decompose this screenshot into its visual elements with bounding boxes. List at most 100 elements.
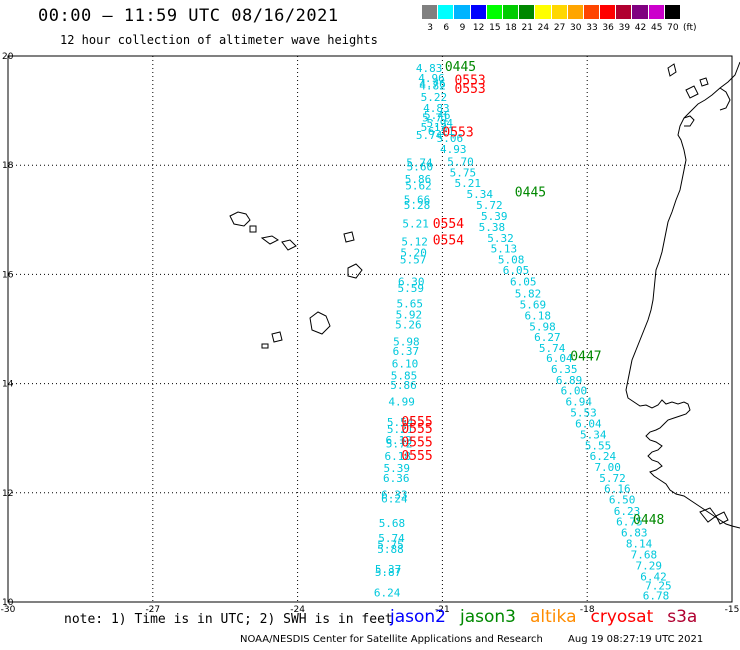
- scale-swatch: 30: [567, 5, 584, 33]
- scale-swatch-color: [454, 5, 471, 19]
- swh-value: 5.71: [422, 112, 449, 125]
- swh-value: 5.98: [393, 336, 420, 349]
- coastline: [229, 61, 740, 529]
- swh-value: 8.14: [626, 538, 653, 551]
- scale-swatch-label: 42: [634, 23, 647, 33]
- swh-value: 5.82: [515, 288, 542, 301]
- swh-value: 5.06: [437, 132, 464, 145]
- footer-timestamp: Aug 19 08:27:19 UTC 2021: [568, 634, 704, 645]
- satellite-legend-item: s3a: [667, 607, 698, 627]
- scale-swatch-label: 15: [489, 23, 501, 33]
- pass-time-label: 0445: [515, 186, 546, 201]
- swh-value: 6.75: [616, 516, 643, 529]
- swh-value: 4.93: [440, 143, 467, 156]
- swh-value: 5.21: [402, 218, 429, 231]
- swh-value: 5.69: [520, 298, 547, 311]
- pass-time-label: 0555: [401, 415, 432, 430]
- x-tick-label: -27: [145, 605, 160, 615]
- swh-value: 6.36: [383, 472, 410, 485]
- footer: NOAA/NESDIS Center for Satellite Applica…: [240, 634, 703, 645]
- swh-value: 7.00: [594, 461, 621, 474]
- swh-value: 6.23: [614, 505, 641, 518]
- swh-value: 4.99: [388, 396, 415, 409]
- swh-value: 6.00: [561, 385, 588, 398]
- pass-time-label: 0553: [442, 125, 473, 140]
- swh-value: 6.27: [534, 331, 561, 344]
- pass-time-label: 0447: [570, 349, 601, 364]
- swh-value: 5.28: [404, 199, 431, 212]
- swh-value: 5.08: [498, 254, 525, 267]
- swh-value: 5.39: [384, 462, 411, 475]
- satellite-legend-item: jason3: [460, 607, 516, 627]
- swh-value: 7.25: [645, 580, 672, 593]
- swh-value: 6.18: [524, 309, 551, 322]
- swh-value: 5.38: [479, 221, 506, 234]
- west-africa-coast: [625, 61, 740, 529]
- swh-value: 6.24: [374, 587, 401, 600]
- scale-swatch: 27: [551, 5, 568, 33]
- swh-value: 6.18: [384, 450, 411, 463]
- swh-value: 5.87: [375, 566, 402, 579]
- swh-value: 5.86: [405, 173, 432, 186]
- cape-verde-santo-antao: [229, 211, 251, 227]
- scale-swatch: 39: [616, 5, 633, 33]
- swh-value: 5.53: [570, 407, 597, 420]
- swh-value: 5.20: [400, 247, 427, 260]
- swh-value: 5.86: [390, 379, 417, 392]
- swh-value: 5.68: [379, 517, 406, 530]
- map-note: note: 1) Time is in UTC; 2) SWH is in fe…: [64, 612, 393, 627]
- scale-swatch-color: [486, 5, 503, 19]
- x-tick-label: -21: [435, 605, 450, 615]
- pass-time-label: 0555: [401, 449, 432, 464]
- scale-swatch-color: [616, 5, 633, 19]
- scale-swatch-label: 9: [459, 23, 466, 33]
- scale-swatch-color: [438, 5, 455, 19]
- scale-swatch-label: 30: [570, 23, 582, 33]
- cape-verde-brava: [261, 343, 269, 349]
- swh-value: 5.55: [585, 439, 612, 452]
- swh-value: 7.29: [635, 559, 662, 572]
- swh-value: 5.85: [391, 369, 418, 382]
- scale-swatch: 33: [583, 5, 601, 33]
- pass-time-label: 0553: [454, 82, 485, 97]
- axis-labels: -30 -27 -24 -21 -18 -15 20 18 16 14 12 10: [1, 52, 740, 615]
- scale-swatch: 12: [470, 5, 487, 33]
- canary-island-1: [667, 63, 677, 77]
- map-title: 00:00 – 11:59 UTC 08/16/2021: [38, 6, 339, 26]
- cape-verde-maio: [347, 263, 363, 279]
- swh-value: 6.83: [621, 527, 648, 540]
- bijagos-islands: [699, 507, 729, 525]
- scale-swatch-label: 18: [505, 23, 517, 33]
- time-labels: 0445055305530553044505540554044705550555…: [401, 60, 664, 528]
- swh-value: 5.72: [476, 199, 503, 212]
- swh-value: 5.37: [375, 563, 402, 576]
- swh-value: 5.21: [454, 177, 481, 190]
- swh-value: 5.98: [529, 320, 556, 333]
- swh-value: 4.96: [418, 72, 445, 85]
- scale-swatch-color: [422, 5, 439, 19]
- swh-value: 6.30: [398, 275, 425, 288]
- scale-swatch-label: 21: [521, 23, 533, 33]
- x-tick-label: -30: [1, 605, 16, 615]
- scale-swatch-color: [502, 5, 520, 19]
- swh-value: 6.04: [575, 417, 602, 430]
- swh-value: 6.05: [503, 264, 530, 277]
- pass-time-label: 0555: [401, 422, 432, 437]
- pass-time-label: 0554: [433, 217, 464, 232]
- scale-swatch-label: 6: [443, 23, 450, 33]
- scale-swatch-label: 70: [667, 23, 679, 33]
- scale-swatch-label: 33: [586, 23, 598, 33]
- swh-value: 6.24: [381, 492, 408, 505]
- cape-verde-santiago: [309, 311, 331, 335]
- swh-value: 5.75: [450, 166, 477, 179]
- scale-swatch-color: [648, 5, 665, 19]
- swh-value: 5.46: [424, 109, 451, 122]
- satellite-legend-item: cryosat: [590, 607, 654, 627]
- swh-value: 4.83: [416, 62, 443, 75]
- scale-swatch: 24: [535, 5, 552, 33]
- scale-swatch-label: 45: [650, 23, 663, 33]
- scale-swatch-color: [470, 5, 487, 19]
- map-grid: [7, 55, 733, 603]
- swh-value: 4.82: [419, 79, 446, 92]
- swh-value: 6.78: [643, 589, 670, 602]
